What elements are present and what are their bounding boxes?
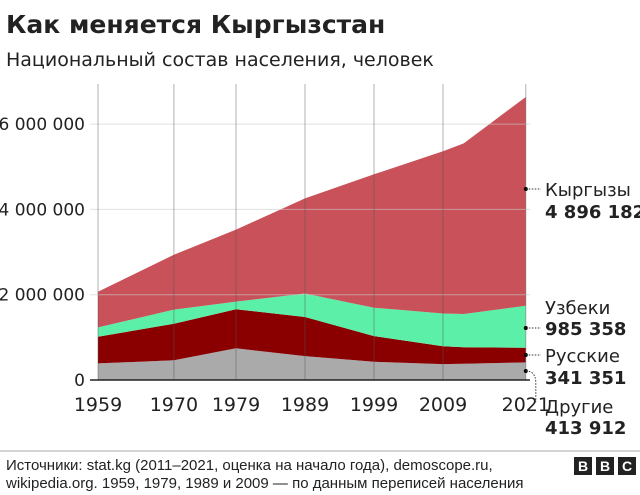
y-tick-label: 4 000 000 bbox=[0, 200, 85, 220]
area-1 bbox=[98, 309, 526, 365]
series-name-label: Другие bbox=[545, 397, 613, 418]
y-tick-label: 6 000 000 bbox=[0, 115, 85, 135]
series-name-label: Узбеки bbox=[545, 298, 610, 319]
source-line-2: wikipedia.org. 1959, 1979, 1989 и 2009 —… bbox=[5, 475, 524, 492]
x-tick-label: 1989 bbox=[281, 394, 329, 416]
x-tick-label: 1970 bbox=[150, 394, 198, 416]
bbc-logo: B B C bbox=[574, 457, 636, 475]
series-name-label: Кыргызы bbox=[545, 180, 631, 201]
chart-title: Как меняется Кыргызстан bbox=[6, 10, 385, 39]
x-tick-label: 2009 bbox=[419, 394, 467, 416]
y-tick-label: 2 000 000 bbox=[0, 286, 85, 306]
x-tick-label: 2021 bbox=[502, 394, 550, 416]
svg-text:B: B bbox=[600, 458, 610, 474]
series-name-label: Русские bbox=[545, 346, 620, 367]
area-0 bbox=[98, 348, 526, 380]
y-tick-label: 0 bbox=[74, 371, 85, 391]
x-tick-label: 1979 bbox=[212, 394, 260, 416]
x-tick-label: 1999 bbox=[350, 394, 398, 416]
series-value-label: 985 358 bbox=[545, 319, 626, 340]
label-leader bbox=[525, 370, 537, 402]
area-2 bbox=[98, 293, 526, 348]
area-3 bbox=[98, 96, 526, 328]
svg-text:C: C bbox=[622, 458, 632, 474]
x-tick-label: 1959 bbox=[74, 394, 122, 416]
source-line-1: Источники: stat.kg (2011–2021, оценка на… bbox=[6, 457, 493, 474]
svg-text:B: B bbox=[578, 458, 588, 474]
series-value-label: 4 896 182 bbox=[545, 202, 640, 223]
series-value-label: 341 351 bbox=[545, 368, 626, 389]
chart-subtitle: Национальный состав населения, человек bbox=[6, 49, 434, 71]
series-value-label: 413 912 bbox=[545, 418, 626, 439]
